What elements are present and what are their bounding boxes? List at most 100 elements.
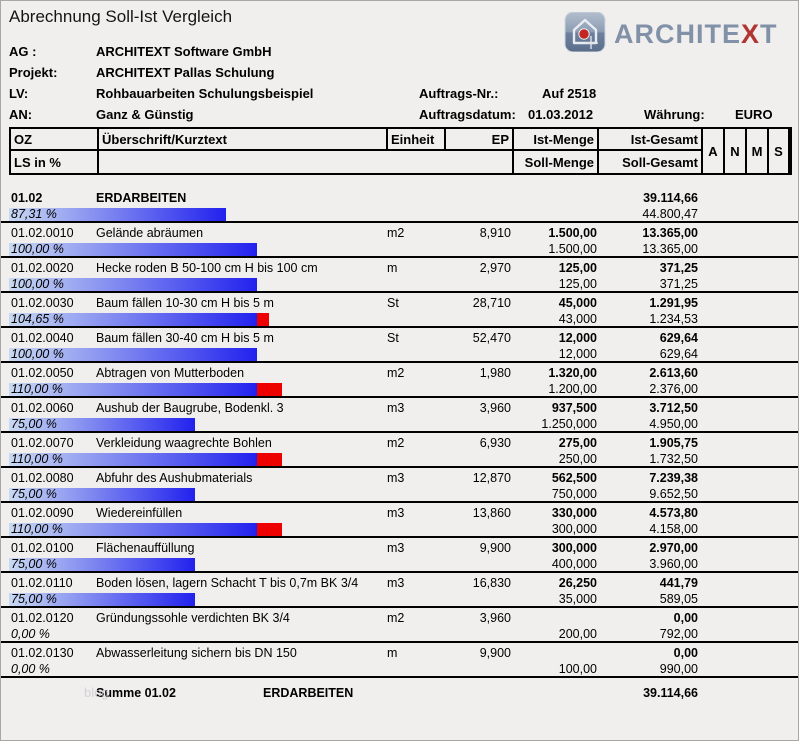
table-row: 01.02.0020 Hecke roden B 50-100 cm H bis… [1,258,798,293]
row-einheit: m [387,261,398,275]
table-row: 01.02.0120 Gründungssohle verdichten BK … [1,608,798,643]
row-oz: 01.02.0110 [11,576,73,590]
row-einheit: m2 [387,436,405,450]
table-row: 01.02.0100 Flächenauffüllung m3 9,900 30… [1,538,798,573]
row-ls-percent: 100,00 % [11,277,64,291]
row-oz: 01.02.0060 [11,401,74,415]
row-ls-percent: 110,00 % [11,452,63,466]
row-oz: 01.02.0050 [11,366,74,380]
ls-progress-bar [9,313,269,326]
an-label: AN: [9,107,33,122]
ls-progress-fill [9,418,195,431]
waehrung-value: EURO [735,107,773,122]
ag-value: ARCHITEXT Software GmbH [96,44,272,59]
col-ist-menge: Ist-Menge [514,129,599,151]
row-einheit: St [387,331,399,345]
row-ist-gesamt: 0,00 [673,611,698,625]
row-ls-percent: 110,00 % [11,382,63,396]
row-kurztext: Baum fällen 30-40 cm H bis 5 m [96,331,274,345]
row-ls-percent: 104,65 % [11,312,64,326]
ls-progress-bar [9,243,257,256]
row-soll-gesamt: 4.158,00 [649,522,698,536]
row-soll-gesamt: 9.652,50 [649,487,698,501]
table-row: 01.02.0010 Gelände abräumen m2 8,910 1.5… [1,223,798,258]
row-kurztext: Baum fällen 10-30 cm H bis 5 m [96,296,274,310]
ls-progress-overrun [257,383,282,396]
row-kurztext: Gelände abräumen [96,226,204,240]
ls-progress-bar [9,383,282,396]
waehrung-label: Währung: [644,107,705,122]
watermark: blog [84,685,109,700]
row-ist-gesamt: 3.712,50 [649,401,698,415]
row-ist-menge: 125,00 [558,261,597,275]
summary-text: ERDARBEITEN [263,686,354,700]
ls-progress-overrun [257,313,269,326]
row-ist-menge: 300,000 [551,541,597,555]
row-kurztext: Verkleidung waagrechte Bohlen [96,436,272,450]
row-ep: 28,710 [472,296,511,310]
row-einheit: m3 [387,471,405,485]
table-row: 01.02.0070 Verkleidung waagrechte Bohlen… [1,433,798,468]
projekt-value: ARCHITEXT Pallas Schulung [96,65,275,80]
row-soll-menge: 250,00 [558,452,597,466]
row-soll-menge: 100,00 [558,662,597,676]
col-soll-menge: Soll-Menge [514,151,599,173]
ls-progress-fill [9,208,226,221]
ls-progress-bar [9,453,282,466]
row-ist-menge: 1.500,00 [548,226,597,240]
row-ist-menge: 275,00 [558,436,597,450]
ag-label: AG : [9,44,37,59]
row-ls-percent: 0,00 % [11,627,50,641]
row-oz: 01.02.0100 [11,541,74,555]
row-kurztext: Abtragen von Mutterboden [96,366,245,380]
row-einheit: m3 [387,506,405,520]
row-kurztext: Wiedereinfüllen [96,506,183,520]
row-ist-menge: 1.320,00 [548,366,597,380]
table-row: 01.02.0060 Aushub der Baugrube, Bodenkl.… [1,398,798,433]
col-soll-gesamt: Soll-Gesamt [599,151,703,173]
row-einheit: m3 [387,541,405,555]
ls-progress-fill [9,453,257,466]
table-body: 01.02 ERDARBEITEN 39.114,66 87,31 % 44.8… [1,188,798,706]
row-kurztext: Abwasserleitung sichern bis DN 150 [96,646,297,660]
row-einheit: m3 [387,401,405,415]
row-ep: 9,900 [479,541,511,555]
row-ist-gesamt: 629,64 [659,331,698,345]
row-oz: 01.02.0070 [11,436,74,450]
row-ist-menge: 937,500 [551,401,597,415]
row-soll-menge: 43,000 [558,312,597,326]
ls-progress-fill [9,383,257,396]
ls-progress-overrun [257,453,282,466]
table-row: 01.02.0030 Baum fällen 10-30 cm H bis 5 … [1,293,798,328]
row-ep: 9,900 [479,646,511,660]
row-einheit: m [387,646,398,660]
ls-progress-bar [9,278,257,291]
row-soll-gesamt: 990,00 [659,662,698,676]
auftrag-datum-value: 01.03.2012 [528,107,594,122]
row-ls-percent: 75,00 % [11,417,57,431]
row-soll-menge: 1.250,000 [541,417,597,431]
row-oz: 01.02.0040 [11,331,74,345]
row-ep: 3,960 [479,611,511,625]
ls-progress-bar [9,593,195,606]
row-soll-gesamt: 3.960,00 [649,557,698,571]
row-soll-menge: 35,000 [558,592,597,606]
col-kurztext: Überschrift/Kurztext [99,129,388,151]
row-einheit: m2 [387,611,405,625]
row-soll-menge: 300,000 [551,522,597,536]
row-ist-gesamt: 7.239,38 [649,471,698,485]
row-soll-menge: 1.500,00 [548,242,597,256]
col-ls-empty [99,151,514,173]
row-ep: 3,960 [479,401,511,415]
ls-progress-fill [9,523,257,536]
row-kurztext: Boden lösen, lagern Schacht T bis 0,7m B… [96,576,359,590]
row-ist-gesamt: 441,79 [659,576,698,590]
wordmark-accent: X [741,19,761,49]
col-ist-gesamt: Ist-Gesamt [599,129,703,151]
row-einheit: St [387,296,399,310]
ls-progress-fill [9,313,257,326]
row-soll-gesamt: 1.234,53 [649,312,698,326]
row-einheit: m3 [387,576,405,590]
row-ist-menge: 45,000 [558,296,597,310]
